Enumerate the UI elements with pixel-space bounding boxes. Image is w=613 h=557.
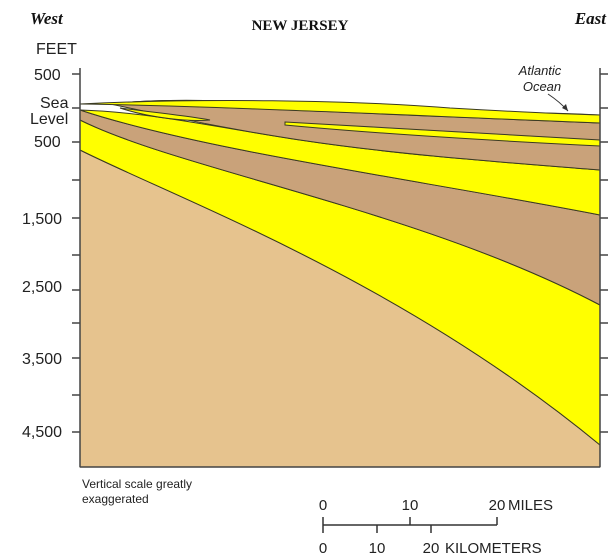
aquifer-lens-upper-left — [119, 107, 211, 121]
km-tick-10: 10 — [369, 540, 386, 557]
axis-ticks — [72, 73, 608, 433]
axis-label-level: Level — [30, 111, 68, 128]
miles-unit: MILES — [508, 497, 553, 514]
km-tick-0: 0 — [319, 540, 327, 557]
scale-note-line1: Vertical scale greatly — [82, 477, 192, 491]
axis-label-3500: 3,500 — [22, 351, 62, 368]
ocean-pointer-head — [562, 104, 568, 111]
miles-tick-10: 10 — [402, 497, 419, 514]
axis-label-4500: 4,500 — [22, 424, 62, 441]
east-label: East — [574, 9, 607, 28]
km-unit: KILOMETERS — [445, 540, 542, 557]
miles-tick-20: 20 — [489, 497, 506, 514]
geologic-layers — [79, 99, 601, 468]
axis-unit-label: FEET — [36, 41, 77, 58]
axis-label-2500: 2,500 — [22, 279, 62, 296]
axis-label-1500: 1,500 — [22, 211, 62, 228]
scale-note-line2: exaggerated — [82, 492, 149, 506]
diagram-frame — [72, 68, 608, 468]
diagram-title: NEW JERSEY — [252, 18, 349, 34]
ocean-label-line1: Atlantic — [518, 63, 562, 78]
axis-label-sea: Sea — [40, 95, 69, 112]
ocean-label-line2: Ocean — [523, 79, 561, 94]
surface-layer — [79, 100, 601, 124]
axis-label-500-above: 500 — [34, 67, 61, 84]
scale-bar: 0 10 20 MILES 0 10 20 KILOMETERS — [319, 497, 553, 557]
km-tick-20: 20 — [423, 540, 440, 557]
miles-tick-0: 0 — [319, 497, 327, 514]
west-label: West — [30, 9, 64, 28]
axis-label-500-below: 500 — [34, 134, 61, 151]
